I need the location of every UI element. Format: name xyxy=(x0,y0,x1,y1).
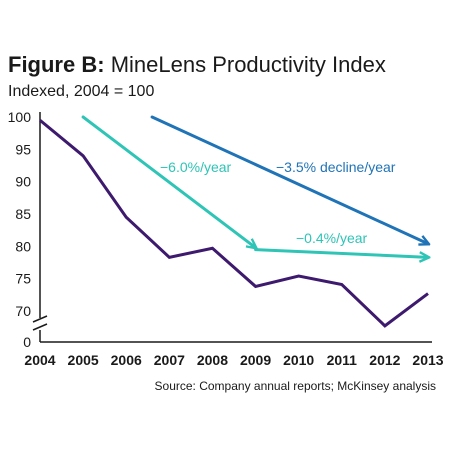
trend-arrow xyxy=(81,115,255,248)
x-tick-label: 2011 xyxy=(327,352,358,368)
x-tick-label: 2005 xyxy=(68,352,99,368)
chart-title: Figure B: MineLens Productivity Index xyxy=(8,52,386,78)
x-tick-label: 2007 xyxy=(154,352,185,368)
y-tick-label: 70 xyxy=(15,303,31,319)
source-note: Source: Company annual reports; McKinsey… xyxy=(154,379,436,393)
y-tick-label: 0 xyxy=(23,334,31,350)
title-prefix: Figure B: xyxy=(8,52,105,77)
y-tick-label: 75 xyxy=(15,271,31,287)
trend-arrow xyxy=(150,115,428,244)
x-tick-label: 2009 xyxy=(240,352,271,368)
trend-label: −6.0%/year xyxy=(160,159,232,175)
y-tick-label: 85 xyxy=(15,206,31,222)
x-tick-label: 2012 xyxy=(369,352,400,368)
x-tick-label: 2008 xyxy=(197,352,228,368)
axis-break-mark xyxy=(32,315,48,323)
series-line xyxy=(39,119,429,328)
axis-break-mark xyxy=(32,323,48,331)
trend-arrow xyxy=(254,248,428,258)
x-tick-label: 2006 xyxy=(111,352,142,368)
y-tick-label: 80 xyxy=(15,238,31,254)
trend-label: −0.4%/year xyxy=(296,230,368,246)
y-tick-label: 90 xyxy=(15,174,31,190)
trend-label: −3.5% decline/year xyxy=(276,159,396,175)
x-tick-label: 2013 xyxy=(412,352,443,368)
x-tick-label: 2004 xyxy=(24,352,55,368)
chart-subtitle: Indexed, 2004 = 100 xyxy=(8,83,155,100)
y-tick-label: 100 xyxy=(8,109,32,125)
y-tick-label: 95 xyxy=(15,141,31,157)
x-tick-label: 2010 xyxy=(283,352,314,368)
title-main: MineLens Productivity Index xyxy=(110,52,386,77)
